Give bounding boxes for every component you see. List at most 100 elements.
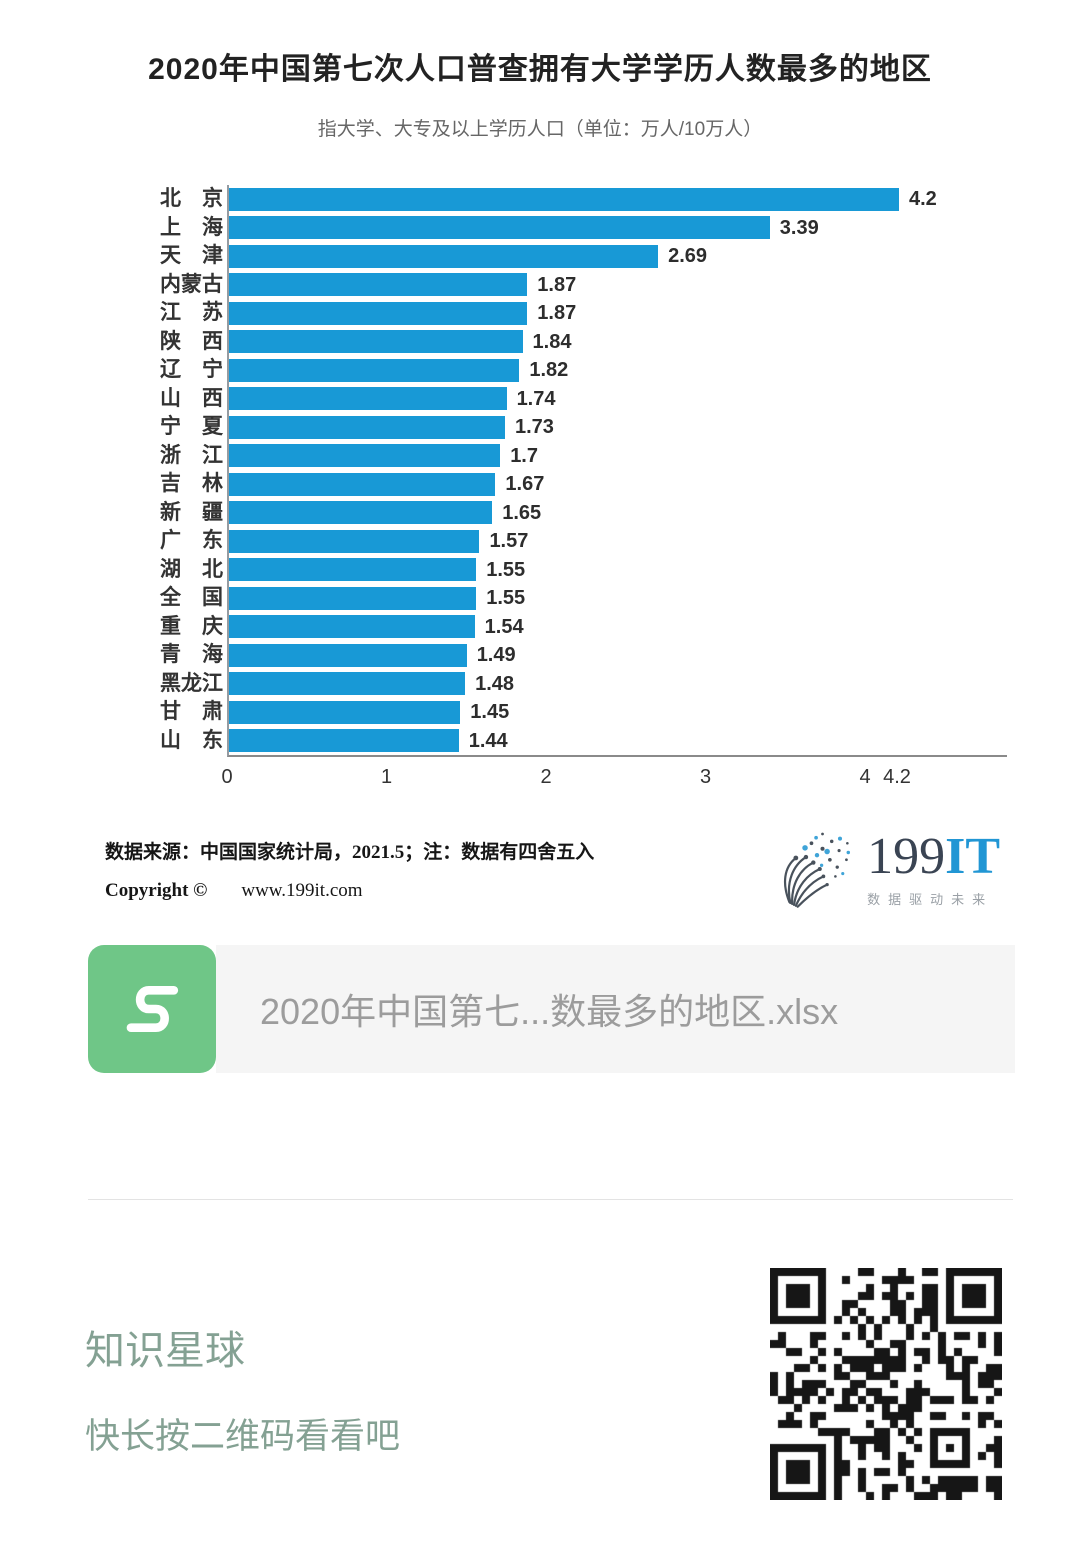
bar-row: 4.2 [229,185,1007,214]
bar-row: 1.87 [229,271,1007,300]
x-axis-tick-label: 2 [540,766,552,788]
bar [229,700,461,724]
section-divider [88,1199,1013,1200]
qr-code[interactable] [770,1268,1002,1500]
promo-title: 知识星球 [85,1329,245,1373]
logo-199: 199 [867,827,946,885]
bar-row: 2.69 [229,242,1007,271]
bar [229,643,467,667]
bar [229,444,501,467]
bar-value-label: 1.49 [476,644,516,666]
bar-value-label: 2.69 [668,245,708,267]
bar-value-label: 1.45 [470,701,510,723]
bar-chart: 北 京上 海天 津内蒙古江 苏陕 西辽 宁山 西宁 夏浙 江吉 林新 疆广 东湖… [160,185,1080,757]
bar-row: 1.55 [229,584,1007,613]
y-axis-label: 内蒙古 [160,272,223,296]
bar [229,301,528,325]
bar [229,672,466,695]
bar-row: 1.45 [229,698,1007,727]
bar-row: 1.57 [229,527,1007,556]
logo-it: IT [945,827,1000,885]
file-attachment-body: 2020年中国第七...数最多的地区.xlsx [216,945,1015,1073]
bar-row: 1.44 [229,727,1007,756]
bar-row: 1.67 [229,470,1007,499]
y-axis-label: 吉 林 [160,472,223,495]
y-axis-label: 天 津 [160,244,223,267]
bar [229,415,505,439]
file-attachment-card[interactable]: 2020年中国第七...数最多的地区.xlsx [88,945,1015,1073]
bar-row: 1.7 [229,442,1007,471]
bar-row: 1.74 [229,385,1007,414]
bar-row: 1.84 [229,328,1007,357]
bar [229,529,480,553]
promo-section: 知识星球 快长按二维码看看吧 [85,1268,1002,1500]
y-axis-label: 青 海 [160,643,223,666]
x-axis-tick-label: 4.2 [883,766,911,788]
copyright-label: Copyright © [105,879,208,901]
y-axis-label: 宁 夏 [160,415,223,438]
chart-footer: 数据来源：中国国家统计局，2021.5；注：数据有四舍五入 Copyright … [105,823,1000,915]
bar-value-label: 1.87 [537,302,577,324]
y-axis-label: 甘 肃 [160,700,223,723]
199it-logo: 199IT 数据驱动未来 [771,823,1000,915]
bar [229,244,659,268]
bar-value-label: 1.67 [505,473,545,495]
bar-row: 1.73 [229,413,1007,442]
bar [229,216,770,239]
y-axis-label: 新 疆 [160,500,223,524]
bar-value-label: 1.7 [510,444,538,467]
bar-row: 3.39 [229,214,1007,243]
y-axis-label: 广 东 [160,529,223,552]
bar-value-label: 1.55 [486,558,526,581]
bar-row: 1.65 [229,499,1007,528]
bar-row: 1.48 [229,670,1007,699]
bar-value-label: 4.2 [909,188,937,210]
y-axis-label: 江 苏 [160,301,223,324]
promo-text-block: 知识星球 快长按二维码看看吧 [85,1268,400,1500]
plot-area: 4.2 3.39 2.69 1.87 1.87 1.84 1.82 1.74 1.73 1.7 1.… [227,185,1007,757]
bar-value-label: 1.44 [468,729,508,752]
y-axis-label: 湖 北 [160,557,223,581]
bar [229,558,477,581]
bar-value-label: 1.55 [486,587,526,609]
logo-tagline: 数据驱动未来 [867,891,994,907]
y-axis-label: 上 海 [160,215,223,239]
bar [229,187,899,211]
bar-value-label: 1.65 [502,501,542,524]
source-block: 数据来源：中国国家统计局，2021.5；注：数据有四舍五入 Copyright … [105,837,594,902]
y-axis-label: 山 西 [160,386,223,410]
infographic: 2020年中国第七次人口普查拥有大学学历人数最多的地区 指大学、大专及以上学历人… [85,53,1080,1500]
bar-row: 1.82 [229,356,1007,385]
bar [229,501,493,524]
logo-text: 199IT 数据驱动未来 [867,827,1000,908]
bar-row: 1.49 [229,641,1007,670]
y-axis-label: 黑龙江 [160,671,223,695]
x-axis-tick-label: 1 [380,766,393,788]
y-axis-label: 浙 江 [160,443,223,467]
chart-title: 2020年中国第七次人口普查拥有大学学历人数最多的地区 [148,53,932,86]
spreadsheet-file-icon [88,945,216,1073]
y-axis-label: 辽 宁 [160,358,223,381]
bar [229,330,523,353]
y-axis-label: 山 东 [160,728,223,752]
bar [229,387,507,410]
bar-value-label: 1.74 [516,387,556,410]
bar-value-label: 1.82 [529,359,569,381]
bar [229,358,520,382]
bar-row: 1.87 [229,299,1007,328]
bar-value-label: 3.39 [779,216,819,239]
bar [229,586,477,610]
bar-value-label: 1.57 [489,530,529,552]
file-name: 2020年中国第七...数最多的地区.xlsx [260,991,839,1032]
bar-row: 1.55 [229,556,1007,585]
x-axis-tick-label: 4 [859,766,871,788]
bar [229,729,459,752]
bar-row: 1.54 [229,613,1007,642]
bar-value-label: 1.87 [537,273,577,296]
y-axis-label: 北 京 [160,187,223,210]
x-axis-ticks: 0 1 2 3 4 4.2 [221,757,1007,793]
promo-subtitle: 快长按二维码看看吧 [85,1417,401,1456]
199it-logo-icon [784,832,851,908]
y-axis-label: 陕 西 [160,329,223,353]
y-axis-label: 全 国 [160,586,223,609]
